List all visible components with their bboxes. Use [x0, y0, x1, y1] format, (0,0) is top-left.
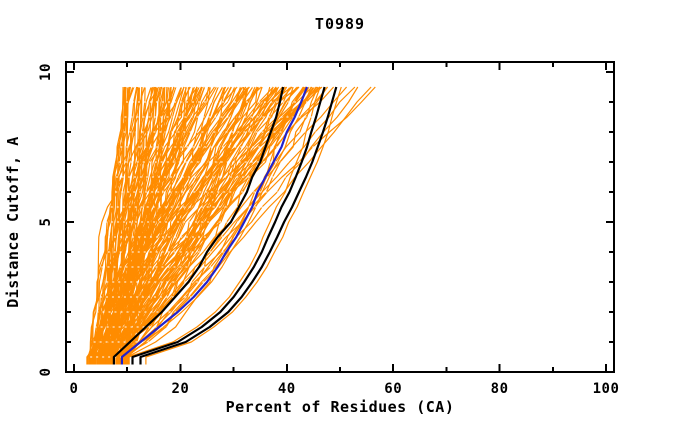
x-tick-label: 80 [491, 381, 509, 397]
server-model-curve [94, 86, 175, 365]
x-tick-label: 0 [70, 381, 79, 397]
x-tick-label: 40 [278, 381, 296, 397]
server-model-curve [110, 86, 196, 365]
y-tick-label: 0 [38, 368, 54, 377]
server-model-curve [107, 86, 328, 365]
model-curve-black-3 [139, 86, 338, 365]
server-model-curve [94, 86, 249, 365]
server-model-curve [110, 86, 134, 365]
server-model-curve [106, 86, 183, 365]
x-axis-label: Percent of Residues (CA) [226, 398, 455, 416]
server-model-curve [126, 86, 249, 365]
y-axis-label: Distance Cutoff, A [4, 136, 22, 308]
x-tick-label: 100 [593, 381, 620, 397]
y-tick-label: 5 [38, 218, 54, 227]
server-model-curve [91, 86, 135, 365]
server-model-curve-right [117, 86, 356, 365]
server-model-curve [109, 86, 279, 365]
server-model-curve [125, 86, 318, 365]
server-model-curve [93, 86, 175, 365]
model-curve-black-2 [131, 86, 326, 365]
server-model-curve [125, 86, 323, 365]
axes-frame: 0 20 40 60 80 100 0 5 10 [38, 61, 620, 397]
server-model-curve [100, 86, 188, 365]
server-model-curve [91, 86, 198, 365]
server-model-curve [89, 86, 170, 365]
server-model-curve [109, 86, 236, 365]
server-model-curve [125, 86, 315, 365]
server-model-curve-right [119, 86, 348, 365]
server-model-curve [126, 86, 304, 365]
model-curve-blue [120, 86, 309, 365]
server-model-curves-group [86, 86, 376, 365]
highlighted-model-curves-group [112, 86, 338, 365]
server-model-curve [99, 86, 165, 365]
server-model-curve [92, 86, 154, 365]
server-model-curve-companion [127, 86, 321, 365]
x-tick-label: 20 [171, 381, 189, 397]
server-model-curve [108, 86, 143, 365]
chart-title: T0989 [315, 15, 365, 33]
server-model-curve-companion [145, 86, 342, 365]
server-model-curve [118, 86, 237, 365]
y-tick-label: 10 [38, 63, 54, 81]
server-model-curve [111, 86, 146, 365]
server-model-curve-companion [126, 86, 312, 365]
server-model-curve [101, 86, 317, 365]
server-model-curve-right [123, 86, 376, 365]
model-curve-black-1 [112, 86, 285, 365]
server-model-curve [100, 86, 286, 365]
server-model-curve [111, 86, 185, 365]
server-model-curve [90, 86, 160, 365]
server-model-curve [108, 86, 258, 365]
x-tick-label: 60 [384, 381, 402, 397]
